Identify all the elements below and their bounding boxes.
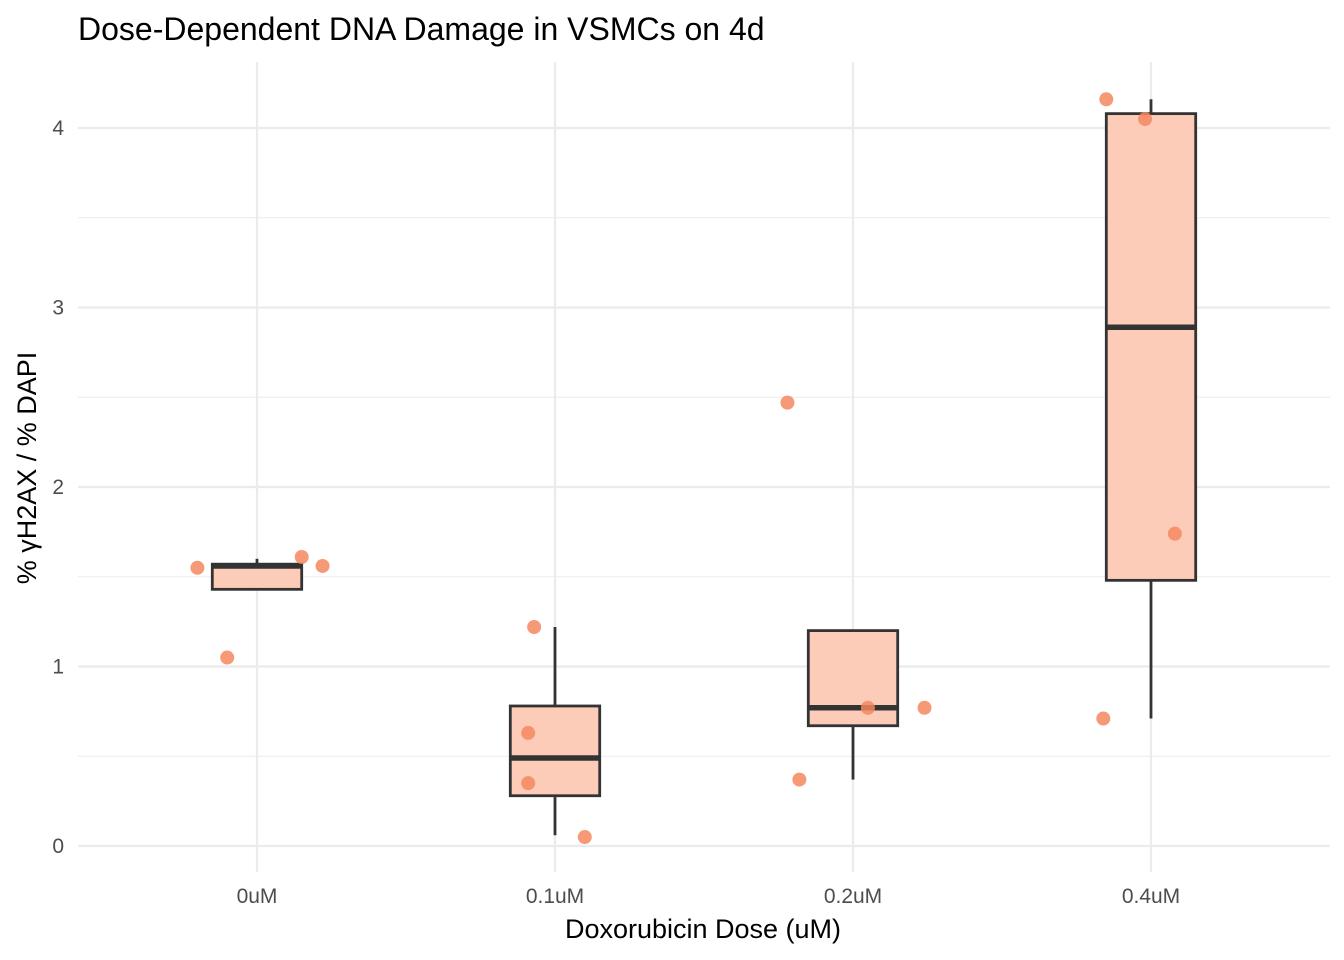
y-axis-label: % γH2AX / % DAPI [12, 352, 42, 585]
y-tick-label: 2 [52, 476, 64, 499]
chart-title: Dose-Dependent DNA Damage in VSMCs on 4d [78, 11, 765, 47]
data-point [792, 772, 807, 787]
boxplot [806, 629, 900, 780]
x-tick-label: 0.1uM [526, 885, 584, 908]
data-point [220, 650, 235, 665]
data-point [577, 830, 592, 845]
boxplot [508, 627, 602, 836]
data-point [521, 776, 536, 791]
box-iqr [806, 629, 900, 728]
boxplots [210, 99, 1198, 836]
data-point [1096, 711, 1111, 726]
box-iqr [508, 704, 602, 798]
box-iqr [1104, 112, 1198, 582]
data-point [1167, 526, 1182, 541]
data-point [527, 620, 542, 635]
x-tick-label: 0uM [237, 885, 278, 908]
data-point [521, 725, 536, 740]
data-point [294, 550, 309, 565]
data-point [780, 395, 795, 410]
data-point [1099, 92, 1114, 107]
boxplot [210, 558, 304, 591]
y-tick-label: 4 [52, 117, 64, 140]
data-points [190, 92, 1182, 845]
data-point [917, 700, 932, 715]
data-point [315, 558, 330, 573]
data-point [1138, 112, 1153, 127]
data-point [860, 700, 875, 715]
y-tick-label: 1 [52, 656, 64, 679]
x-tick-label: 0.2uM [824, 885, 882, 908]
boxplot [1104, 99, 1198, 719]
x-axis-ticks: 0uM 0.1uM 0.2uM 0.4uM [237, 885, 1181, 908]
y-tick-label: 0 [52, 835, 64, 858]
x-axis-label: Doxorubicin Dose (uM) [565, 914, 841, 944]
y-tick-label: 3 [52, 297, 64, 320]
data-point [190, 560, 205, 575]
y-axis-ticks: 0 1 2 3 4 [52, 117, 64, 858]
x-tick-label: 0.4uM [1122, 885, 1180, 908]
